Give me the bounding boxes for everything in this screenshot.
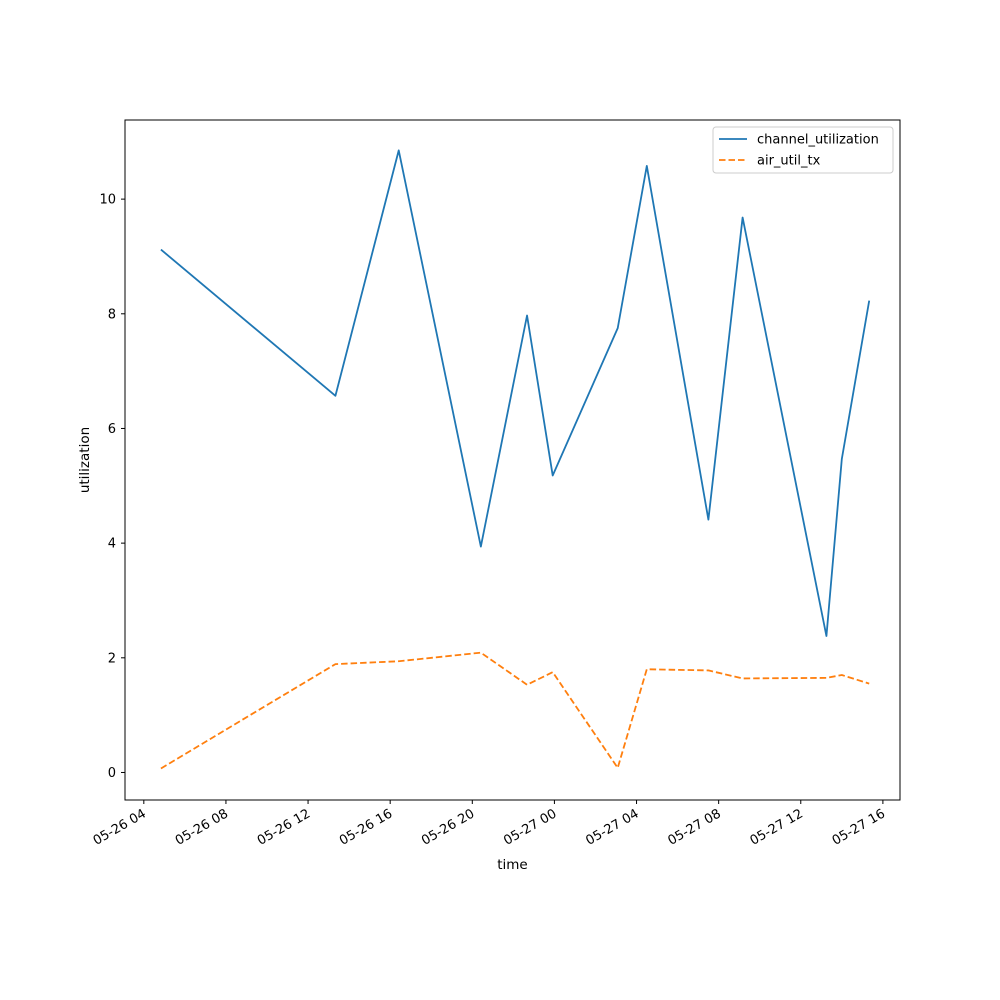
- x-tick-label: 05-27 12: [748, 806, 806, 848]
- y-tick-label: 6: [108, 422, 116, 437]
- x-tick-label: 05-27 08: [666, 806, 724, 848]
- x-tick-label: 05-26 16: [337, 806, 395, 848]
- y-tick-label: 0: [108, 766, 116, 781]
- x-tick-label: 05-27 16: [830, 806, 888, 848]
- plot-frame: [124, 119, 901, 801]
- y-tick-label: 10: [99, 193, 116, 208]
- y-tick-label: 2: [108, 651, 116, 666]
- series-line-channel-utilization: [160, 149, 871, 637]
- series-layer: [160, 149, 871, 770]
- legend-label-air-util-tx: air_util_tx: [757, 154, 821, 169]
- y-axis-title: utilization: [77, 427, 93, 493]
- y-tick-label: 4: [108, 537, 116, 552]
- x-tick-label: 05-27 04: [583, 806, 641, 848]
- x-tick-label: 05-26 08: [173, 806, 231, 848]
- x-tick-label: 05-26 20: [419, 806, 477, 848]
- series-line-air-util-tx: [160, 651, 870, 770]
- x-axis-title: time: [497, 857, 528, 873]
- legend-label-channel-utilization: channel_utilization: [757, 133, 879, 148]
- legend: channel_utilization air_util_tx: [712, 126, 894, 174]
- x-tick-label: 05-26 12: [255, 806, 313, 848]
- x-tick-label: 05-26 04: [91, 806, 149, 848]
- y-tick-label: 8: [108, 307, 116, 322]
- legend-box: [712, 126, 894, 174]
- x-tick-label: 05-27 00: [501, 806, 559, 848]
